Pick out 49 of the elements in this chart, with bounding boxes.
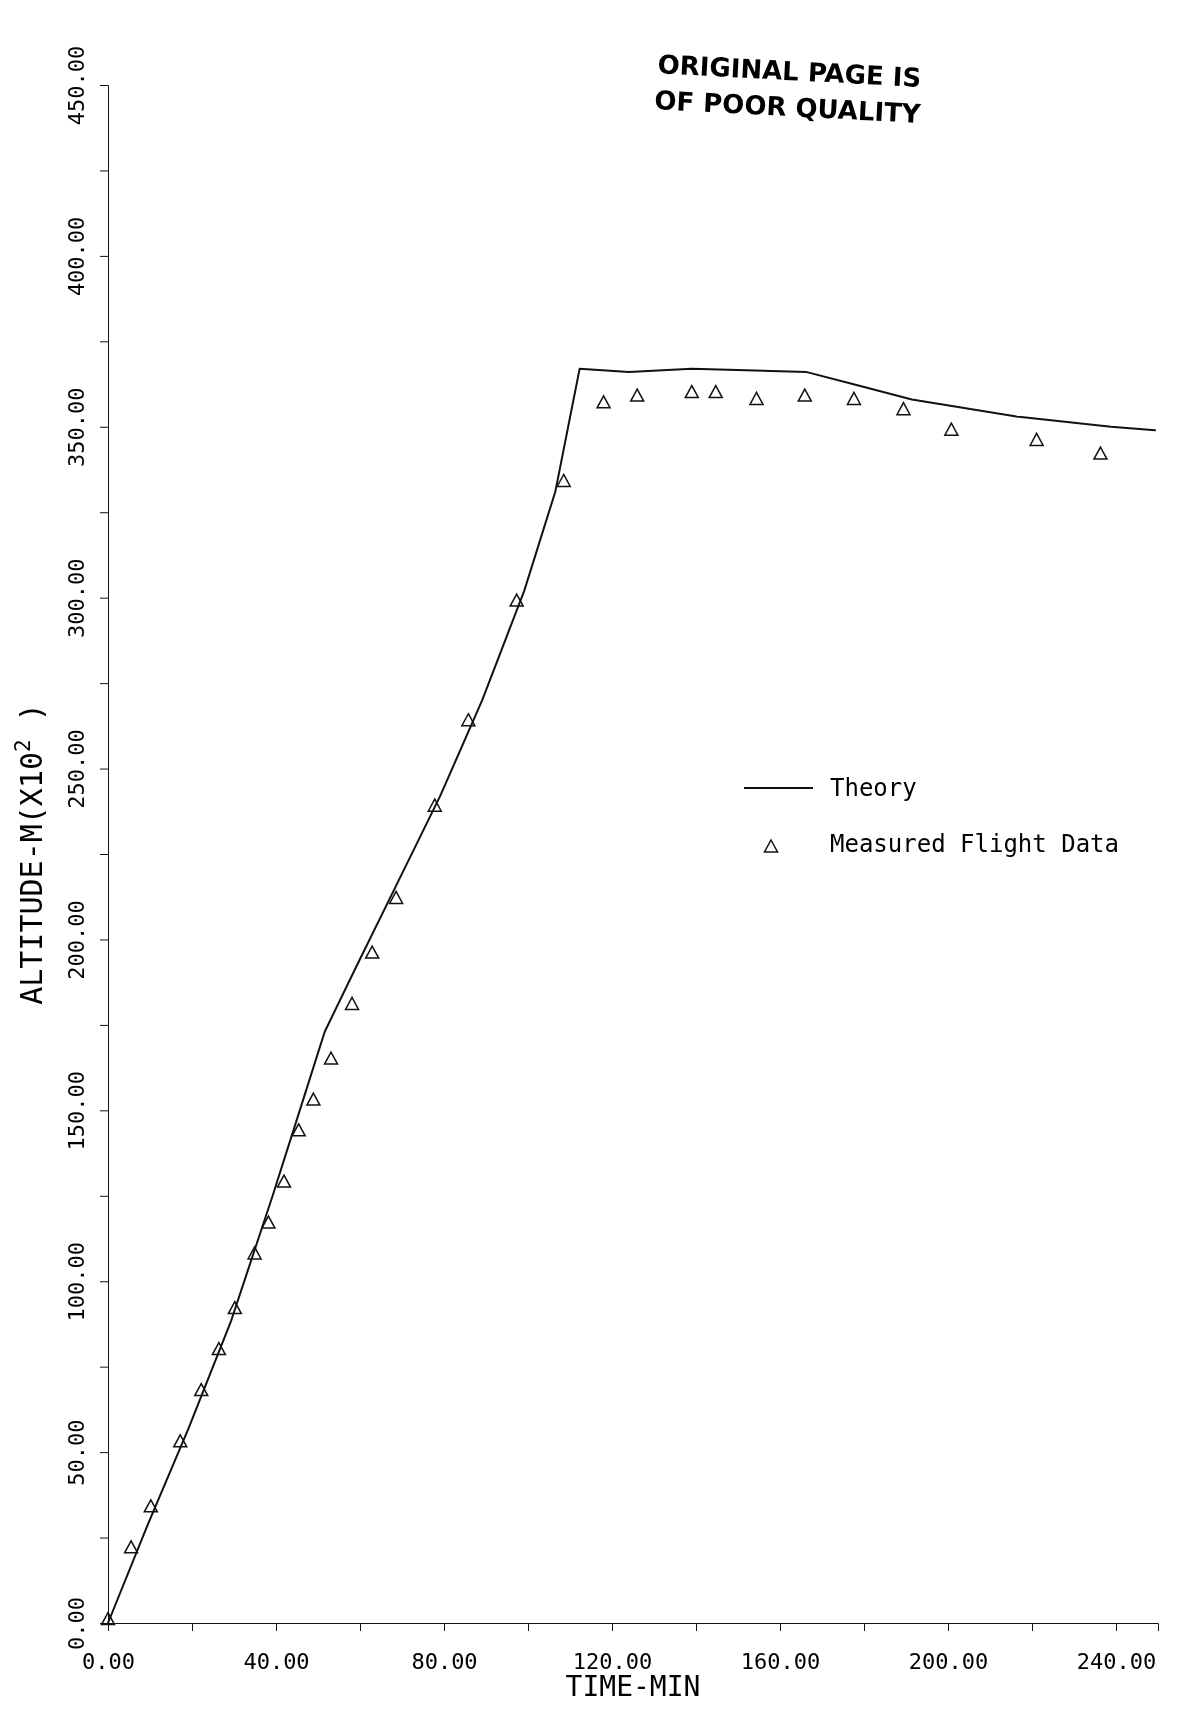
point <box>227 1300 243 1315</box>
point <box>708 384 723 399</box>
point <box>247 1246 262 1260</box>
point <box>344 996 360 1011</box>
point <box>172 1434 188 1448</box>
point <box>143 1499 159 1513</box>
y-tick-label: 400.00 <box>64 216 89 297</box>
point <box>211 1341 227 1356</box>
legend-label: Measured Flight Data <box>830 830 1119 858</box>
point <box>556 473 571 488</box>
point <box>193 1382 209 1397</box>
point <box>596 395 611 409</box>
point <box>364 945 380 959</box>
y-tick-label: 50.00 <box>64 1419 89 1486</box>
y-tick-label: 350.00 <box>64 387 89 468</box>
point <box>509 593 524 607</box>
point <box>276 1174 292 1188</box>
x-tick-label: 40.00 <box>243 1649 310 1675</box>
y-tick-label: 450.00 <box>64 45 89 126</box>
legend-label: Theory <box>830 774 917 802</box>
point <box>388 890 404 905</box>
point <box>123 1540 139 1554</box>
y-tick-label: 200.00 <box>64 900 89 980</box>
point <box>797 388 813 402</box>
point <box>846 391 862 406</box>
point <box>306 1092 321 1106</box>
point <box>261 1215 276 1229</box>
point <box>291 1123 306 1137</box>
x-tick-label: 80.00 <box>411 1649 478 1675</box>
x-tick-label: 160.00 <box>740 1649 821 1675</box>
point <box>749 391 764 406</box>
y-tick-label: 150.00 <box>64 1071 89 1151</box>
x-tick-label: 0.00 <box>82 1649 135 1675</box>
point <box>896 401 911 416</box>
point <box>461 712 476 727</box>
x-tick-label: 240.00 <box>1076 1649 1157 1675</box>
point <box>684 384 700 399</box>
point <box>629 388 645 402</box>
point <box>323 1051 339 1065</box>
y-tick-label: 100.00 <box>64 1241 89 1322</box>
y-tick-label: 300.00 <box>64 558 89 638</box>
point <box>100 1611 116 1626</box>
point <box>1093 446 1108 460</box>
point <box>427 798 443 812</box>
annotation: ORIGINAL PAGE IS OF POOR QUALITY <box>653 49 923 129</box>
point <box>944 422 959 436</box>
point <box>1029 432 1044 447</box>
y-tick-label: 250.00 <box>64 729 89 809</box>
x-tick-label: 200.00 <box>908 1649 989 1675</box>
